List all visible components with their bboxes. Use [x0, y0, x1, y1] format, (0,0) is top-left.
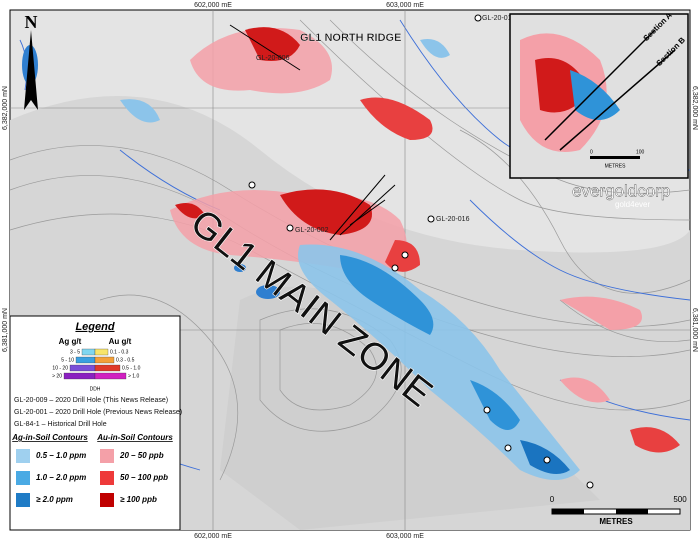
north-arrow: N: [24, 12, 38, 110]
logo-tagline: gold4ever: [615, 200, 650, 209]
ag-range: 10 - 20: [52, 365, 68, 371]
inset-scale-tick: 0: [590, 149, 593, 155]
au-swatch: [94, 372, 127, 380]
hole-legend: GL-20-001 – 2020 Drill Hole (Previous Ne…: [14, 409, 182, 416]
northing-label: 6,381,000 mN: [2, 308, 9, 352]
ag-swatch: [69, 364, 96, 372]
inset-scale-tick: 100: [636, 149, 645, 155]
au-class-swatch: [100, 493, 114, 507]
ag-class-swatch: [16, 471, 30, 485]
northing-label: 6,382,000 mN: [2, 86, 9, 130]
au-range: > 1.0: [128, 373, 139, 379]
au-class-swatch: [100, 471, 114, 485]
ag-class-label: 1.0 – 2.0 ppm: [36, 473, 86, 482]
ag-range: 3 - 5: [70, 349, 80, 355]
logo: evergoldcorp: [572, 181, 670, 200]
ag-swatch: [75, 356, 96, 364]
ag-range: 5 - 10: [61, 357, 74, 363]
inset-scale-unit: METRES: [605, 163, 627, 169]
hole-legend: GL-84-1 – Historical Drill Hole: [14, 421, 107, 428]
northing-label: 6,381,000 mN: [691, 308, 698, 352]
au-swatch: [94, 348, 109, 356]
legend-header: Ag g/t: [59, 337, 82, 346]
easting-label: 602,000 mE: [194, 2, 232, 9]
ag-swatch: [81, 348, 96, 356]
legend-header: Au-in-Soil Contours: [96, 433, 173, 442]
ag-class-swatch: [16, 493, 30, 507]
hole-legend: GL-20-009 – 2020 Drill Hole (This News R…: [14, 397, 168, 404]
north-label: N: [25, 12, 38, 32]
ag-class-swatch: [16, 449, 30, 463]
ag-swatch: [63, 372, 96, 380]
easting-label: 603,000 mE: [386, 533, 424, 540]
ag-class-label: ≥ 2.0 ppm: [36, 495, 73, 504]
au-range: 0.5 - 1.0: [122, 365, 141, 371]
legend: Legend Ag g/t Au g/t 3 - 5 0.1 - 0.3 5 - 1…: [9, 315, 182, 531]
ag-anomalies: [120, 39, 580, 480]
easting-label: 602,000 mE: [194, 533, 232, 540]
au-range: 0.1 - 0.3: [110, 349, 129, 355]
northing-label: 6,382,000 mN: [691, 86, 698, 130]
ddh-label: DDH: [90, 386, 101, 392]
scale-tick: 0: [550, 495, 555, 504]
scale-bar: 0 500 METRES: [550, 495, 687, 526]
au-class-label: ≥ 100 ppb: [120, 495, 157, 504]
au-class-swatch: [100, 449, 114, 463]
area-label: GL1 NORTH RIDGE: [300, 32, 401, 44]
hole-label: GL-20-015: [482, 15, 516, 22]
hole-label: GL-20-002: [295, 227, 329, 234]
au-class-label: 20 – 50 ppb: [119, 451, 164, 460]
legend-header: Au g/t: [109, 337, 132, 346]
hole-label: GL-20-006: [256, 55, 290, 62]
grid-labels: 602,000 mE 603,000 mE 602,000 mE 603,000…: [2, 2, 698, 540]
drill-traces: [229, 14, 594, 489]
legend-header: Ag-in-Soil Contours: [11, 433, 88, 442]
easting-label: 603,000 mE: [386, 2, 424, 9]
inset-map: Section A Section B 0 100 METRES: [509, 11, 689, 179]
legend-title: Legend: [75, 321, 114, 333]
au-swatch: [94, 356, 115, 364]
au-swatch: [94, 364, 121, 372]
ag-range: > 20: [52, 373, 62, 379]
hole-label: GL-20-016: [436, 216, 470, 223]
au-range: 0.3 - 0.5: [116, 357, 135, 363]
scale-tick: 500: [673, 495, 687, 504]
scale-unit: METRES: [599, 517, 633, 526]
ag-class-label: 0.5 – 1.0 ppm: [36, 451, 86, 460]
au-class-label: 50 – 100 ppb: [120, 473, 168, 482]
